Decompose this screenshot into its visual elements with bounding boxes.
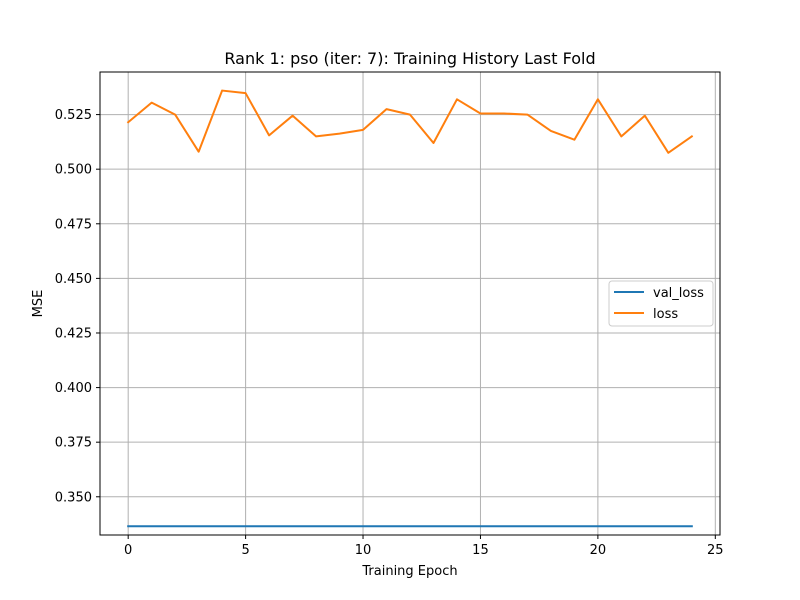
y-tick-label: 0.400 <box>55 381 92 396</box>
y-tick-label: 0.500 <box>55 163 92 178</box>
legend-label-val-loss: val_loss <box>653 286 704 301</box>
x-tick-label: 0 <box>124 543 132 558</box>
legend: val_loss loss <box>608 280 714 327</box>
x-axis-label: Training Epoch <box>361 564 457 579</box>
y-tick-label: 0.450 <box>55 272 92 287</box>
x-tick-label: 10 <box>355 543 372 558</box>
tick-layer: 0 5 10 15 20 25 0.350 0.375 0.400 0.425 0.450 0.475… <box>55 108 724 558</box>
y-tick-label: 0.525 <box>55 108 92 123</box>
y-tick-label: 0.425 <box>55 326 92 341</box>
y-tick-label: 0.375 <box>55 436 92 451</box>
y-tick-label: 0.350 <box>55 490 92 505</box>
plot-area-frame <box>99 71 721 536</box>
y-tick-label: 0.475 <box>55 217 92 232</box>
series-layer <box>126 89 694 528</box>
x-tick-label: 25 <box>707 543 724 558</box>
x-tick-label: 5 <box>241 543 249 558</box>
y-axis-label: MSE <box>31 290 46 318</box>
chart-title: Rank 1: pso (iter: 7): Training History … <box>224 49 595 68</box>
series-line-loss <box>126 89 694 154</box>
x-tick-label: 15 <box>472 543 489 558</box>
legend-label-loss: loss <box>653 307 678 322</box>
x-tick-label: 20 <box>590 543 607 558</box>
